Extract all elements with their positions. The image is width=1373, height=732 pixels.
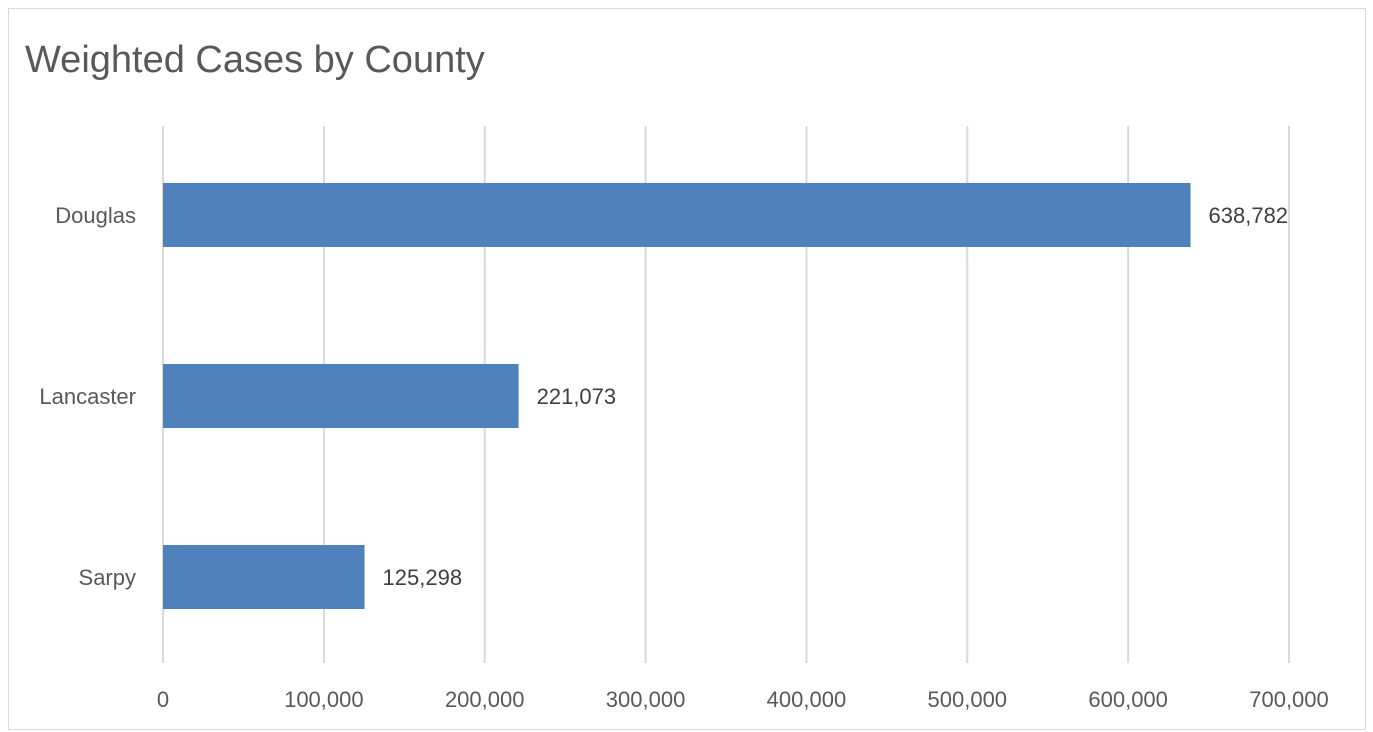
x-tick-label-0: 0 [157,687,169,712]
x-tick-label-2: 200,000 [445,687,525,712]
data-label-douglas: 638,782 [1209,203,1289,228]
bar-douglas [163,183,1191,247]
category-label-lancaster: Lancaster [39,384,136,409]
data-label-sarpy: 125,298 [383,565,463,590]
bar-sarpy [163,545,365,609]
x-tick-label-5: 500,000 [928,687,1008,712]
data-label-lancaster: 221,073 [537,384,617,409]
bar-lancaster [163,364,519,428]
category-label-douglas: Douglas [55,203,136,228]
chart-title: Weighted Cases by County [25,39,485,81]
x-tick-label-3: 300,000 [606,687,686,712]
x-tick-label-7: 700,000 [1249,687,1329,712]
x-tick-label-4: 400,000 [767,687,847,712]
category-label-sarpy: Sarpy [79,565,136,590]
x-tick-label-6: 600,000 [1088,687,1168,712]
x-tick-label-1: 100,000 [284,687,364,712]
